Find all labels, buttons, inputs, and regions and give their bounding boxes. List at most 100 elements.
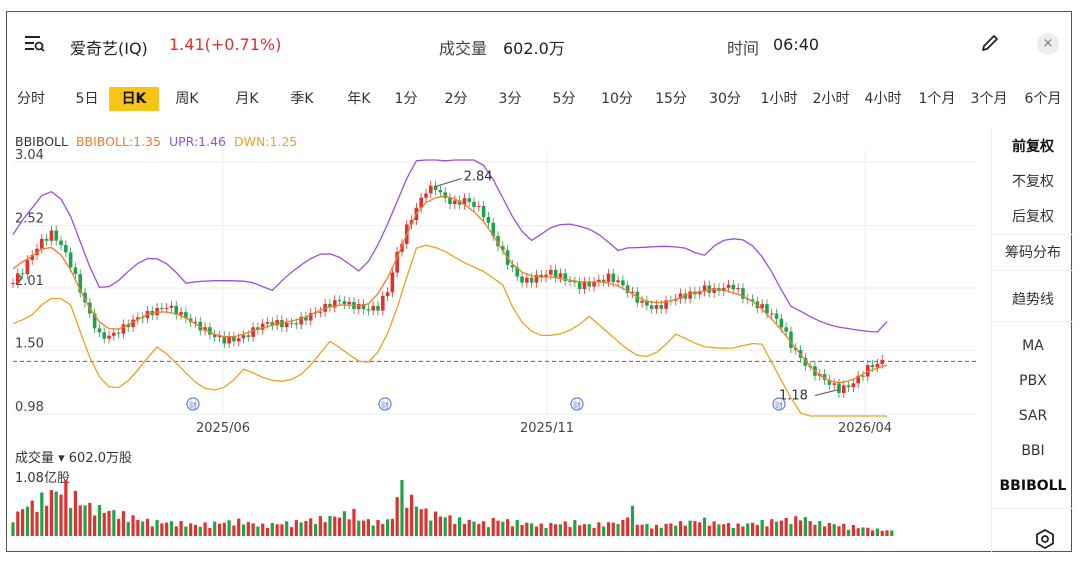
- settings-icon[interactable]: [1034, 528, 1056, 550]
- volume-bar: [107, 510, 111, 536]
- period-tab[interactable]: 5分: [552, 91, 576, 107]
- volume-bar: [693, 521, 697, 536]
- candle-body: [837, 383, 841, 393]
- volume-bar: [174, 526, 178, 536]
- menu-search-icon[interactable]: [23, 32, 45, 54]
- candle-body: [16, 273, 20, 284]
- candle-body: [726, 284, 731, 288]
- period-tab[interactable]: 3分: [498, 91, 522, 107]
- sidebar-divider: [992, 234, 1074, 235]
- period-tab[interactable]: 分时: [17, 91, 45, 107]
- period-tab[interactable]: 周K: [175, 91, 199, 107]
- volume-bar: [539, 523, 543, 536]
- candle-body: [712, 288, 716, 293]
- period-tab[interactable]: 3个月: [970, 91, 1008, 107]
- volume-bar: [568, 527, 572, 536]
- candle-body: [227, 336, 231, 344]
- candle-body: [97, 328, 102, 333]
- period-tab[interactable]: 10分: [601, 91, 633, 107]
- volume-bar: [376, 519, 380, 536]
- volume-bar: [93, 515, 97, 536]
- pencil-icon[interactable]: [979, 32, 1001, 54]
- volume-bar: [83, 505, 87, 536]
- volume-bar: [112, 510, 116, 536]
- volume-bar: [150, 526, 154, 536]
- period-tab[interactable]: 1分: [394, 91, 418, 107]
- volume-bar: [582, 524, 587, 536]
- period-tab[interactable]: 年K: [347, 91, 371, 107]
- close-button[interactable]: ×: [1037, 33, 1059, 55]
- volume-bar: [688, 520, 692, 536]
- candle-body: [433, 185, 438, 191]
- candle-body: [486, 217, 491, 223]
- volume-bar: [198, 526, 202, 536]
- volume-bar: [765, 526, 769, 536]
- volume-bar: [654, 524, 659, 536]
- volume-bar: [602, 526, 606, 536]
- volume-bar: [534, 526, 539, 536]
- event-marker-icon: [186, 397, 200, 411]
- candle-body: [318, 311, 323, 313]
- y-tick-label: 1.50: [15, 336, 44, 351]
- period-tab[interactable]: 5日: [75, 91, 99, 107]
- period-tab[interactable]: 1小时: [760, 91, 798, 107]
- volume-bar: [770, 519, 774, 536]
- adjust-none-button[interactable]: 不复权: [1012, 174, 1054, 190]
- volume-bar: [126, 521, 130, 536]
- adjust-forward-button[interactable]: 前复权: [1012, 139, 1054, 155]
- volume-max-label: 1.08亿股: [15, 471, 70, 486]
- volume-bar: [433, 511, 438, 536]
- upr-band-line: [12, 159, 888, 333]
- sidebar-divider: [992, 270, 1074, 271]
- volume-bar: [54, 491, 58, 536]
- candle-body: [625, 285, 630, 293]
- candle-body: [270, 322, 275, 326]
- period-tab[interactable]: 日K: [109, 87, 159, 111]
- chip-distribution-button[interactable]: 筹码分布: [1005, 245, 1061, 261]
- period-tab[interactable]: 1个月: [918, 91, 956, 107]
- volume-bar: [352, 508, 356, 536]
- volume-bar: [626, 517, 630, 536]
- candle-body: [83, 292, 87, 303]
- volume-bar: [875, 528, 879, 536]
- candle-body: [217, 336, 222, 338]
- volume-bar: [419, 509, 423, 536]
- candle-body: [164, 307, 169, 309]
- candle-body: [419, 197, 423, 208]
- candle-body: [443, 192, 447, 199]
- indicator-legend: BBIBOLL BBIBOLL:1.35 UPR:1.46 DWN:1.25: [15, 134, 301, 149]
- trendline-button[interactable]: 趋势线: [1012, 292, 1054, 308]
- event-marker-icon: [772, 397, 786, 411]
- candle-body: [789, 331, 793, 348]
- time-label: 时间: [727, 39, 760, 58]
- y-tick-label: 0.98: [15, 400, 44, 415]
- event-marker-label: 财: [189, 400, 197, 410]
- indicator-bbi-button[interactable]: BBI: [1021, 443, 1045, 459]
- volume-bar: [717, 524, 721, 536]
- period-tab[interactable]: 月K: [235, 91, 259, 107]
- volume-bar: [890, 530, 894, 536]
- indicator-ma-button[interactable]: MA: [1022, 338, 1044, 354]
- period-tab[interactable]: 季K: [290, 91, 314, 107]
- indicator-pbx-button[interactable]: PBX: [1019, 373, 1047, 389]
- period-tab[interactable]: 6个月: [1024, 91, 1062, 107]
- indicator-sar-button[interactable]: SAR: [1018, 408, 1048, 424]
- candle-body: [265, 322, 270, 324]
- candle-body: [342, 301, 347, 305]
- volume-bar: [414, 506, 418, 536]
- volume-bar: [385, 519, 390, 536]
- period-tab[interactable]: 4小时: [864, 91, 902, 107]
- period-tab[interactable]: 2小时: [812, 91, 850, 107]
- candle-body: [44, 238, 49, 241]
- adjust-backward-button[interactable]: 后复权: [1012, 209, 1054, 225]
- volume-bar: [842, 523, 846, 536]
- period-tab[interactable]: 30分: [709, 91, 741, 107]
- volume-bar: [40, 492, 44, 536]
- indicator-bbiboll-button[interactable]: BBIBOLL: [999, 478, 1067, 494]
- period-tab[interactable]: 2分: [444, 91, 468, 107]
- volume-bar: [251, 523, 255, 536]
- volume-bar: [141, 521, 145, 536]
- period-tab[interactable]: 15分: [655, 91, 687, 107]
- candle-body: [515, 267, 520, 277]
